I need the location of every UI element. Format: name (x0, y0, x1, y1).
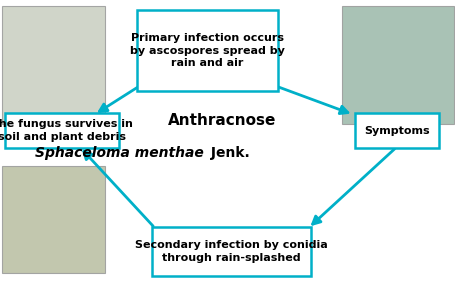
Text: The fungus survives in
soil and plant debris: The fungus survives in soil and plant de… (0, 119, 132, 142)
FancyBboxPatch shape (152, 227, 311, 276)
FancyBboxPatch shape (2, 6, 105, 124)
FancyBboxPatch shape (354, 113, 438, 148)
FancyBboxPatch shape (2, 166, 105, 273)
FancyBboxPatch shape (5, 113, 118, 148)
Text: Secondary infection by conidia
through rain-splashed: Secondary infection by conidia through r… (135, 240, 327, 263)
FancyBboxPatch shape (136, 10, 278, 91)
FancyBboxPatch shape (341, 6, 453, 124)
Text: Symptoms: Symptoms (363, 126, 429, 136)
Text: Sphaceloma menthae: Sphaceloma menthae (35, 146, 203, 160)
Text: Anthracnose: Anthracnose (167, 113, 276, 128)
Text: Jenk.: Jenk. (206, 146, 249, 160)
Text: Primary infection occurs
by ascospores spread by
rain and air: Primary infection occurs by ascospores s… (130, 33, 284, 68)
